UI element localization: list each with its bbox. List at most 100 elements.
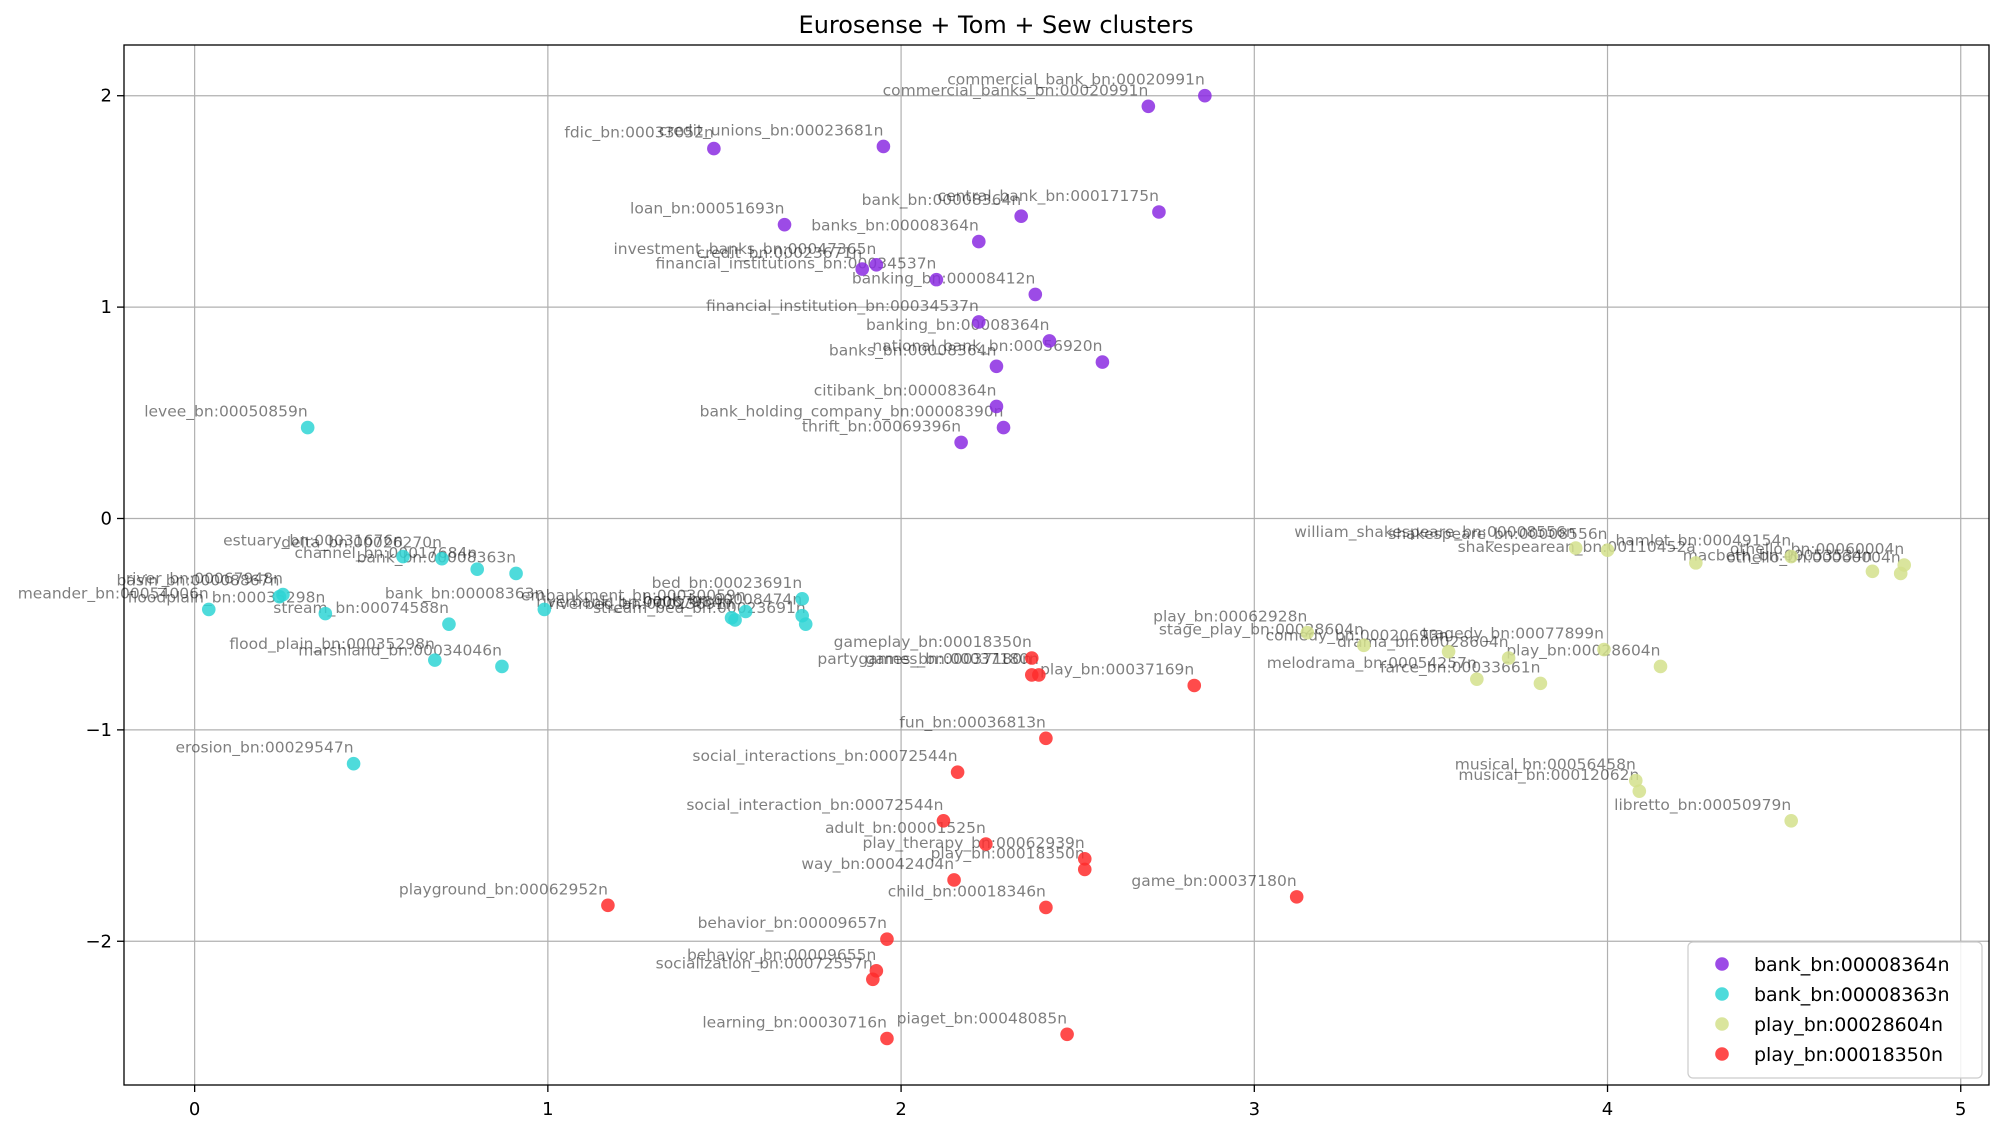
legend-box bbox=[1687, 941, 1983, 1079]
data-point bbox=[1032, 668, 1046, 682]
data-point bbox=[1187, 678, 1202, 693]
data-point bbox=[470, 562, 485, 577]
point-label: play_bn:00028604n bbox=[1506, 641, 1660, 660]
data-point bbox=[1077, 852, 1092, 866]
point-label: citibank_bn:00008364n bbox=[814, 381, 997, 400]
data-point bbox=[396, 549, 410, 564]
point-label: partygames_bn:00037180n bbox=[817, 650, 1031, 669]
data-point bbox=[971, 234, 986, 249]
point-label: fdic_bn:00033052n bbox=[564, 124, 713, 143]
point-label: play_bn:00037169n bbox=[1040, 660, 1194, 679]
point-label: behavior_bn:00009657n bbox=[698, 914, 887, 933]
point-label: tragedy_bn:00077899n bbox=[1422, 625, 1604, 644]
legend-marker bbox=[1715, 1017, 1729, 1031]
data-point bbox=[1600, 543, 1615, 558]
point-label: social_interaction_bn:00072544n bbox=[686, 796, 943, 815]
data-point bbox=[979, 837, 993, 851]
point-labels: commercial_bank_bn:00020991ncommercial_b… bbox=[18, 71, 1905, 1033]
data-point bbox=[1289, 890, 1304, 904]
data-point bbox=[876, 139, 891, 154]
legend: bank_bn:00008364n bank_bn:00008363n play_b… bbox=[1687, 941, 1983, 1079]
data-point bbox=[346, 756, 361, 771]
point-label: games_bn:00037180n bbox=[865, 650, 1038, 669]
point-label: farce_bn:00033661n bbox=[1380, 658, 1540, 677]
data-point bbox=[707, 141, 721, 156]
point-label: bank_bn:00008364n bbox=[862, 191, 1022, 210]
data-point bbox=[1865, 564, 1880, 579]
point-label: credit_unions_bn:00023681n bbox=[659, 121, 884, 140]
point-label: musical_bn:00056458n bbox=[1455, 756, 1636, 775]
chart-title: Eurosense + Tom + Sew clusters bbox=[799, 11, 1194, 39]
point-label: investment_banks_bn:00047365n bbox=[614, 240, 877, 259]
data-point bbox=[936, 813, 951, 828]
point-label: riverbed_bn:00023691n bbox=[549, 595, 735, 614]
point-label: erosion_bn:00029547n bbox=[175, 739, 353, 758]
data-point bbox=[738, 604, 753, 619]
point-label: melodrama_bn:00054257n bbox=[1267, 654, 1477, 673]
y-tick-label: 1 bbox=[101, 297, 112, 318]
point-label: macbeth_bn:00053534n bbox=[1683, 546, 1873, 565]
point-label: banking_bn:00008364n bbox=[866, 316, 1049, 335]
point-label: othello_bn:00060004n bbox=[1726, 548, 1900, 567]
data-point bbox=[1653, 659, 1668, 674]
point-label: play_bn:00018350n bbox=[931, 844, 1085, 863]
data-point bbox=[1028, 287, 1043, 302]
point-label: fun_bn:00036813n bbox=[899, 713, 1045, 732]
legend-marker bbox=[1715, 987, 1729, 1001]
data-point bbox=[954, 435, 968, 450]
data-point bbox=[989, 359, 1004, 374]
data-point bbox=[777, 217, 792, 232]
point-label: piaget_bn:00048085n bbox=[897, 1009, 1067, 1028]
point-label: child_bn:00018346n bbox=[888, 882, 1046, 901]
legend-entry: play_bn:00028604n bbox=[1754, 1014, 1943, 1036]
data-point bbox=[996, 420, 1011, 435]
data-point bbox=[1014, 209, 1028, 224]
data-point bbox=[1441, 644, 1456, 659]
data-point bbox=[1300, 625, 1315, 640]
data-point bbox=[1597, 642, 1611, 657]
point-label: riverbank_bn:00067964n bbox=[536, 593, 731, 612]
data-point bbox=[1141, 99, 1156, 114]
x-tick-label: 4 bbox=[1602, 1099, 1613, 1120]
point-label: central_bank_bn:00017175n bbox=[938, 187, 1159, 206]
point-label: libretto_bn:00050979n bbox=[1614, 796, 1791, 815]
data-point bbox=[1039, 900, 1053, 915]
data-point bbox=[1095, 355, 1110, 369]
y-tick-label: −1 bbox=[85, 720, 112, 741]
data-point bbox=[795, 592, 809, 606]
x-tick-label: 5 bbox=[1955, 1099, 1966, 1120]
point-label: musical_bn:00012062n bbox=[1458, 766, 1639, 785]
data-point bbox=[1042, 334, 1057, 348]
point-label: learning_bn:00030716n bbox=[702, 1013, 887, 1032]
grid bbox=[124, 45, 1989, 1085]
point-label: playground_bn:00062952n bbox=[399, 880, 608, 899]
point-label: delta_bn:00026270n bbox=[281, 534, 442, 553]
y-tick-label: 0 bbox=[101, 508, 112, 529]
data-point bbox=[929, 272, 944, 287]
data-point bbox=[435, 551, 449, 566]
point-label: socialization_bn:00072557n bbox=[656, 954, 873, 973]
point-label: bank_holding_company_bn:00008390n bbox=[700, 403, 1004, 422]
x-tick-label: 3 bbox=[1249, 1099, 1260, 1120]
y-tick-label: 2 bbox=[101, 86, 112, 107]
data-point bbox=[276, 587, 290, 602]
data-point bbox=[971, 315, 986, 329]
point-label: marshland_bn:00034046n bbox=[298, 641, 502, 660]
data-point bbox=[989, 399, 1004, 414]
data-point bbox=[1628, 773, 1643, 788]
data-point bbox=[318, 606, 333, 621]
data-point bbox=[1784, 813, 1798, 828]
point-label: thrift_bn:00069396n bbox=[802, 417, 961, 436]
data-point bbox=[947, 873, 961, 887]
legend-entry: bank_bn:00008363n bbox=[1754, 984, 1950, 1006]
data-point bbox=[855, 262, 870, 276]
point-label: bed_bn:00023691n bbox=[652, 574, 803, 593]
data-point bbox=[495, 659, 509, 674]
point-label: commercial_banks_bn:00020991n bbox=[883, 81, 1149, 100]
point-label: embankment_bn:00030059n bbox=[521, 587, 746, 606]
data-points bbox=[201, 88, 1912, 1046]
point-label: levee_bn:00050859n bbox=[144, 403, 307, 422]
point-label: banks_bn:00008364n bbox=[811, 217, 979, 236]
data-point bbox=[880, 1031, 894, 1046]
